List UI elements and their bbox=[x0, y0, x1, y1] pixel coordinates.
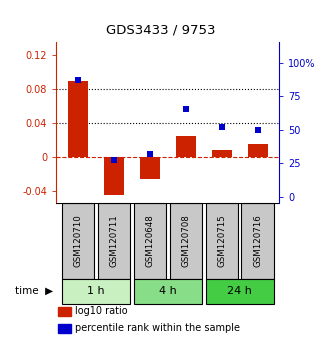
Bar bbox=[58, 324, 71, 333]
Text: 1 h: 1 h bbox=[87, 286, 105, 296]
Bar bbox=[58, 307, 71, 316]
Point bbox=[75, 77, 80, 83]
Bar bbox=[176, 136, 195, 157]
Text: GSM120710: GSM120710 bbox=[73, 215, 82, 267]
Bar bbox=[134, 279, 202, 304]
Text: GSM120715: GSM120715 bbox=[217, 215, 226, 267]
Text: log10 ratio: log10 ratio bbox=[75, 307, 128, 316]
Bar bbox=[205, 203, 238, 279]
Point bbox=[219, 124, 224, 130]
Text: GSM120711: GSM120711 bbox=[109, 215, 118, 267]
Bar bbox=[62, 203, 94, 279]
Bar bbox=[68, 81, 88, 157]
Text: 4 h: 4 h bbox=[159, 286, 177, 296]
Bar bbox=[212, 150, 231, 157]
Bar bbox=[140, 157, 160, 179]
Bar bbox=[169, 203, 202, 279]
Text: GDS3433 / 9753: GDS3433 / 9753 bbox=[106, 23, 215, 36]
Bar bbox=[134, 203, 166, 279]
Text: percentile rank within the sample: percentile rank within the sample bbox=[75, 324, 240, 333]
Bar bbox=[241, 203, 274, 279]
Bar bbox=[62, 279, 130, 304]
Point bbox=[183, 107, 188, 112]
Bar bbox=[205, 279, 274, 304]
Point bbox=[255, 127, 260, 132]
Text: GSM120648: GSM120648 bbox=[145, 215, 154, 267]
Bar bbox=[98, 203, 130, 279]
Text: GSM120716: GSM120716 bbox=[253, 215, 262, 267]
Text: GSM120708: GSM120708 bbox=[181, 215, 190, 267]
Bar bbox=[104, 157, 124, 195]
Point bbox=[147, 151, 152, 156]
Bar bbox=[248, 144, 268, 157]
Text: 24 h: 24 h bbox=[227, 286, 252, 296]
Text: time  ▶: time ▶ bbox=[15, 286, 53, 296]
Point bbox=[111, 158, 116, 163]
